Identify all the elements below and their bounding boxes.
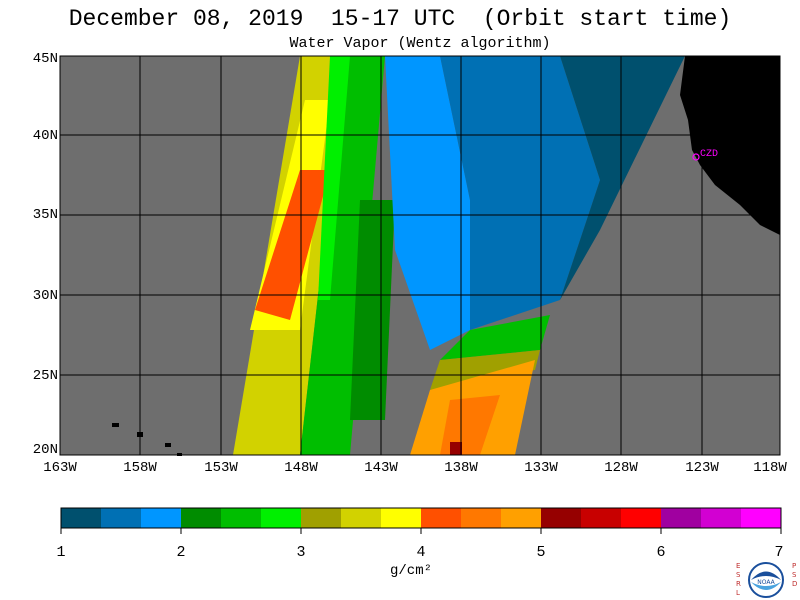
swath-band xyxy=(318,56,350,300)
station-label: CZD xyxy=(700,149,718,160)
colorbar-tick-label: 6 xyxy=(656,544,666,561)
swath-band xyxy=(255,170,330,320)
swath-band xyxy=(450,442,462,455)
lon-label: 128W xyxy=(604,460,638,476)
logo-psd-letter: S xyxy=(792,571,797,579)
swath-band xyxy=(385,56,470,350)
swath-band xyxy=(300,56,385,455)
noaa-bird-icon xyxy=(751,571,781,580)
lon-label: 163W xyxy=(43,460,77,476)
colorbar-swatch xyxy=(221,508,261,528)
colorbar-swatch xyxy=(581,508,621,528)
colorbar-swatch xyxy=(541,508,581,528)
swath-band xyxy=(430,350,540,390)
island xyxy=(112,423,119,427)
colorbar-tick-label: 3 xyxy=(296,544,306,561)
colorbar-swatch xyxy=(461,508,501,528)
lon-label: 133W xyxy=(524,460,558,476)
swath-band xyxy=(560,56,685,300)
colorbar-swatch xyxy=(621,508,661,528)
colorbar-units: g/cm² xyxy=(390,563,433,579)
colorbar-swatch xyxy=(141,508,181,528)
map-subtitle: Water Vapor (Wentz algorithm) xyxy=(289,35,551,52)
logo-esrl-letter: S xyxy=(736,571,741,579)
noaa-logo-text: NOAA xyxy=(757,579,775,586)
swath-band xyxy=(440,56,600,330)
logo-psd-letter: D xyxy=(792,580,797,588)
swath-band xyxy=(440,395,500,455)
logo-esrl-letter: R xyxy=(736,580,741,588)
station-marker-icon xyxy=(692,153,700,161)
swath-band xyxy=(440,315,550,360)
logo-psd-letter: P xyxy=(792,562,796,570)
lat-label: 40N xyxy=(32,128,58,144)
lon-label: 123W xyxy=(685,460,719,476)
colorbar-swatch xyxy=(261,508,301,528)
colorbar-swatch xyxy=(301,508,341,528)
noaa-logo: E S R L NOAA P S D xyxy=(736,562,797,598)
lon-label: 158W xyxy=(123,460,157,476)
swath-layer xyxy=(60,56,780,456)
lat-label: 30N xyxy=(32,288,58,304)
colorbar-tick-label: 2 xyxy=(176,544,186,561)
lat-label: 45N xyxy=(32,51,58,67)
colorbar-swatch xyxy=(501,508,541,528)
colorbar-swatch xyxy=(181,508,221,528)
colorbar xyxy=(60,507,782,534)
map-frame xyxy=(59,55,781,456)
grid-lines xyxy=(59,55,781,456)
land-mass xyxy=(680,56,780,235)
noaa-emblem-icon xyxy=(748,562,784,598)
lon-label: 118W xyxy=(753,460,787,476)
lon-label: 153W xyxy=(204,460,238,476)
colorbar-tick-label: 1 xyxy=(56,544,66,561)
colorbar-swatch xyxy=(101,508,141,528)
colorbar-swatch xyxy=(421,508,461,528)
colorbar-tick-label: 5 xyxy=(536,544,546,561)
colorbar-swatch xyxy=(341,508,381,528)
island xyxy=(165,443,171,447)
lat-label: 35N xyxy=(32,207,58,223)
colorbar-swatch xyxy=(381,508,421,528)
lon-label: 148W xyxy=(284,460,318,476)
colorbar-tick-label: 4 xyxy=(416,544,426,561)
colorbar-swatch xyxy=(701,508,741,528)
colorbar-tick-label: 7 xyxy=(774,544,784,561)
lat-label: 25N xyxy=(32,368,58,384)
noaa-wave-icon xyxy=(751,582,781,590)
lat-label: 20N xyxy=(32,442,58,458)
colorbar-swatch xyxy=(741,508,781,528)
swath-band xyxy=(350,200,395,420)
lon-label: 143W xyxy=(364,460,398,476)
logo-esrl-letter: L xyxy=(736,589,740,597)
map-title: December 08, 2019 15-17 UTC (Orbit start… xyxy=(68,6,732,32)
logo-esrl-letter: E xyxy=(736,562,740,570)
lon-label: 138W xyxy=(444,460,478,476)
station-marker: CZD xyxy=(692,149,718,161)
colorbar-swatch xyxy=(661,508,701,528)
colorbar-swatch xyxy=(61,508,101,528)
